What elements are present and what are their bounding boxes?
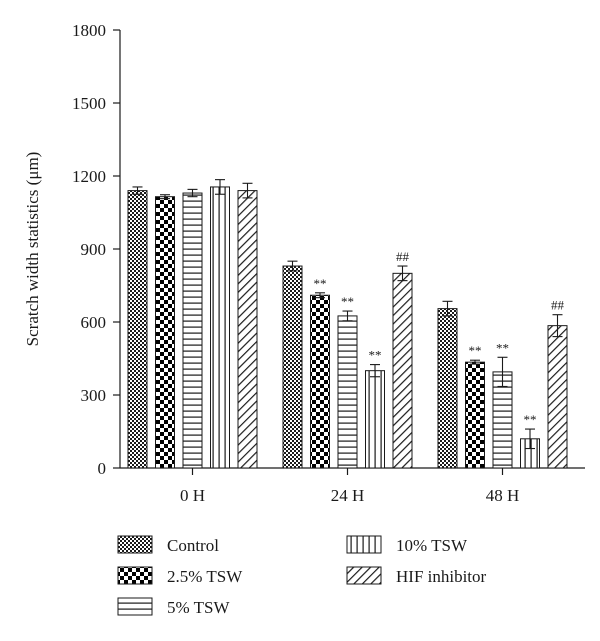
bar <box>547 325 568 469</box>
legend-label: 2.5% TSW <box>167 567 243 586</box>
significance-marker: ** <box>314 276 327 291</box>
x-tick-label: 24 H <box>331 486 365 505</box>
x-tick-label: 0 H <box>180 486 205 505</box>
significance-marker: ** <box>469 343 482 358</box>
y-axis-title: Scratch width statistics (μm) <box>23 152 42 347</box>
bar <box>465 361 485 469</box>
bar <box>210 186 230 469</box>
bar <box>127 190 148 469</box>
legend-label: 5% TSW <box>167 598 230 617</box>
y-tick-label: 300 <box>81 386 107 405</box>
significance-marker: ## <box>396 249 410 264</box>
legend-swatch <box>117 535 153 554</box>
bar <box>237 190 258 469</box>
y-tick-label: 0 <box>98 459 107 478</box>
y-tick-label: 600 <box>81 313 107 332</box>
significance-marker: ** <box>496 340 509 355</box>
legend-swatch <box>117 566 153 585</box>
bar <box>155 196 175 469</box>
legend: Control 2.5% TSW 5% TSW 10% TSW HIF inhibito… <box>117 535 487 617</box>
bar <box>337 315 358 469</box>
x-tick-label: 48 H <box>486 486 520 505</box>
y-tick-label: 1800 <box>72 21 106 40</box>
legend-swatch <box>346 566 382 585</box>
legend-swatch <box>346 535 382 554</box>
significance-marker: ** <box>341 294 354 309</box>
significance-marker: ## <box>551 298 565 313</box>
y-tick-label: 1200 <box>72 167 106 186</box>
x-axis: 0 H 24 H 48 H <box>120 467 585 505</box>
bar <box>437 308 458 469</box>
bar <box>365 370 385 469</box>
significance-marker: ** <box>369 348 382 363</box>
y-axis: 0 300 600 900 1200 1500 1800 <box>72 21 121 478</box>
significance-marker: ** <box>524 412 537 427</box>
y-tick-label: 900 <box>81 240 107 259</box>
bar <box>310 294 330 469</box>
bar <box>182 192 203 469</box>
bars-group: ** ** ** ** ** ** ## ## <box>127 179 568 469</box>
legend-label: 10% TSW <box>396 536 468 555</box>
legend-label: Control <box>167 536 219 555</box>
bar <box>282 265 303 469</box>
y-tick-label: 1500 <box>72 94 106 113</box>
legend-swatch <box>117 597 153 616</box>
legend-label: HIF inhibitor <box>396 567 487 586</box>
bar <box>392 272 413 469</box>
